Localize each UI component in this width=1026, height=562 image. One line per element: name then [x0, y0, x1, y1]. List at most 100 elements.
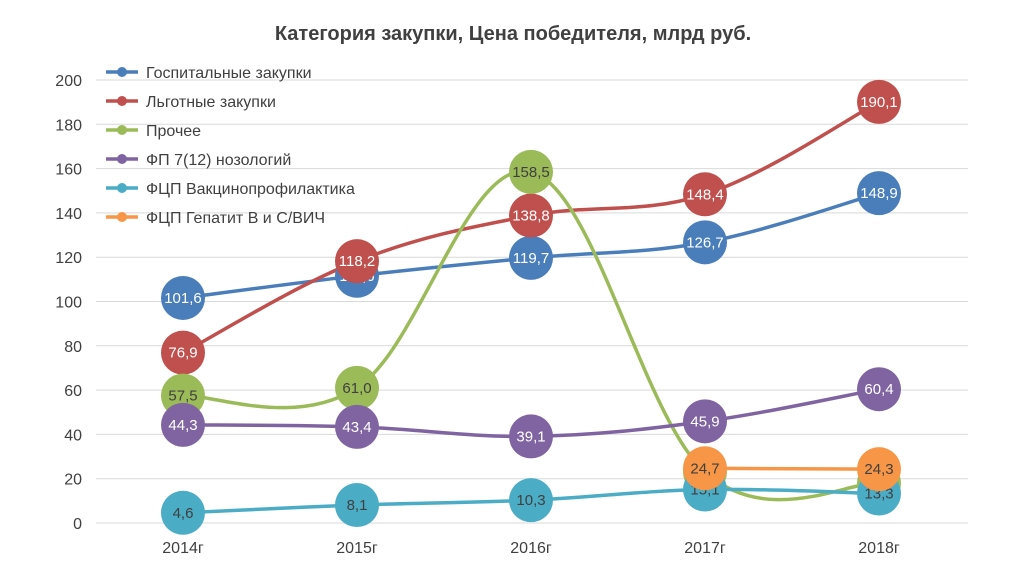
- legend-marker: [117, 212, 127, 222]
- legend-marker: [117, 154, 127, 164]
- data-marker: [857, 79, 901, 124]
- data-point: 76,9: [161, 330, 205, 375]
- y-tick-label: 60: [64, 383, 82, 400]
- legend-label: ФЦП Вакцинопрофилактика: [146, 181, 355, 198]
- y-axis: 0 20 40 60 80 100 120 140 160 180 200: [55, 73, 82, 533]
- y-tick-label: 160: [55, 162, 82, 179]
- chart-title: Категория закупки, Цена победителя, млрд…: [275, 23, 751, 45]
- x-tick-label: 2015г: [336, 540, 378, 557]
- data-label: 158,5: [512, 164, 550, 181]
- legend-marker: [117, 125, 127, 135]
- legend-entry: ФП 7(12) нозологий: [106, 152, 291, 169]
- legend-entry: Прочее: [106, 123, 201, 140]
- data-label: 45,9: [690, 413, 719, 430]
- data-label: 138,8: [512, 208, 550, 225]
- y-tick-label: 200: [55, 73, 82, 90]
- data-marker: [683, 446, 727, 491]
- data-point: 138,8: [509, 193, 553, 238]
- data-marker: [161, 275, 205, 320]
- series-line: [703, 466, 881, 471]
- data-label: 148,9: [860, 185, 898, 202]
- data-point: 101,6: [161, 275, 205, 320]
- data-label: 24,7: [690, 460, 719, 477]
- legend-label: Прочее: [146, 123, 201, 140]
- data-point: 190,1: [857, 79, 901, 124]
- data-point: 39,1: [509, 414, 553, 459]
- x-tick-label: 2014г: [162, 540, 204, 557]
- y-tick-label: 180: [55, 117, 82, 134]
- data-label: 61,0: [342, 380, 371, 397]
- data-label: 44,3: [168, 417, 197, 434]
- data-label: 148,4: [686, 186, 724, 203]
- legend-marker: [117, 183, 127, 193]
- x-tick-label: 2018г: [858, 540, 900, 557]
- data-label: 43,4: [342, 419, 371, 436]
- legend-label: ФЦП Гепатит В и С/ВИЧ: [146, 210, 325, 227]
- data-marker: [683, 172, 727, 217]
- data-point: 126,7: [683, 220, 727, 265]
- data-point: 148,9: [857, 171, 901, 216]
- data-label: 190,1: [860, 94, 898, 111]
- y-tick-label: 140: [55, 206, 82, 223]
- data-point: 10,3: [509, 478, 553, 523]
- data-label: 57,5: [168, 388, 197, 405]
- data-marker: [509, 193, 553, 238]
- data-marker: [161, 330, 205, 375]
- data-label: 4,6: [173, 505, 194, 522]
- data-point: 24,3: [857, 447, 901, 492]
- data-marker: [509, 414, 553, 459]
- data-label: 10,3: [516, 492, 545, 509]
- data-marker: [509, 235, 553, 280]
- data-label: 60,4: [864, 381, 893, 398]
- x-tick-label: 2017г: [684, 540, 726, 557]
- data-label: 119,7: [513, 250, 549, 267]
- data-marker: [335, 365, 379, 410]
- data-label: 8,1: [347, 497, 368, 514]
- data-label: 39,1: [516, 428, 545, 445]
- legend-marker: [117, 96, 127, 106]
- legend-label: Льготные закупки: [146, 94, 276, 111]
- data-label: 76,9: [168, 345, 197, 362]
- legend-entry: Госпитальные закупки: [106, 65, 312, 82]
- data-marker: [683, 220, 727, 265]
- data-point: 44,3: [161, 402, 205, 447]
- data-marker: [857, 447, 901, 492]
- data-point: 8,1: [335, 483, 379, 528]
- y-tick-label: 40: [64, 427, 82, 444]
- data-marker: [335, 239, 379, 284]
- data-label: 101,6: [164, 290, 202, 307]
- legend-entry: Льготные закупки: [106, 94, 276, 111]
- x-axis: 2014г 2015г 2016г 2017г 2018г: [162, 540, 900, 557]
- data-marker: [857, 171, 901, 216]
- y-tick-label: 120: [55, 250, 82, 267]
- data-point: 148,4: [683, 172, 727, 217]
- data-label: 24,3: [864, 461, 893, 478]
- data-point: 24,7: [683, 446, 727, 491]
- legend-marker: [117, 67, 127, 77]
- data-marker: [509, 149, 553, 194]
- data-marker: [857, 367, 901, 412]
- y-tick-label: 80: [64, 339, 82, 356]
- y-tick-label: 20: [64, 472, 82, 489]
- legend-label: Госпитальные закупки: [146, 65, 312, 82]
- data-marker: [683, 399, 727, 444]
- data-marker: [509, 478, 553, 523]
- data-label: 126,7: [686, 234, 724, 251]
- x-tick-label: 2016г: [510, 540, 552, 557]
- data-marker: [161, 402, 205, 447]
- data-point: 119,7: [509, 235, 553, 280]
- y-tick-label: 100: [55, 295, 82, 312]
- data-marker: [335, 404, 379, 449]
- data-point: 4,6: [161, 490, 205, 535]
- data-point: 45,9: [683, 399, 727, 444]
- data-marker: [161, 490, 205, 535]
- data-point: 158,5: [509, 149, 553, 194]
- data-label: 118,2: [339, 253, 375, 270]
- data-point: 61,0: [335, 365, 379, 410]
- legend-entry: ФЦП Вакцинопрофилактика: [106, 181, 355, 198]
- data-marker: [335, 483, 379, 528]
- data-point: 118,2: [335, 239, 379, 284]
- data-markers: 101,6111,6119,7126,7148,976,9118,2138,81…: [161, 79, 901, 535]
- data-point: 60,4: [857, 367, 901, 412]
